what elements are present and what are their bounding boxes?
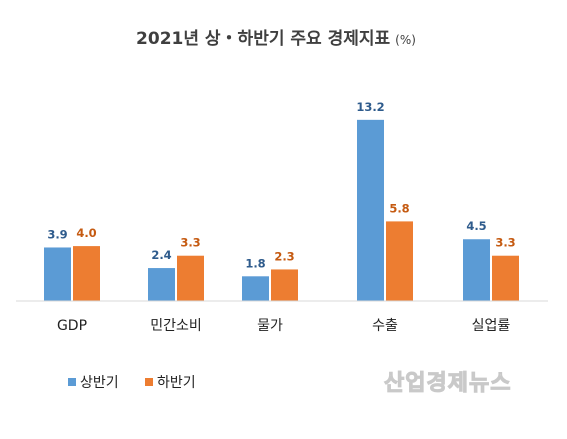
bar-second-half-3	[386, 221, 413, 301]
data-label-first-half-2: 1.8	[245, 256, 265, 270]
category-label-2: 물가	[257, 318, 283, 334]
chart-title: 2021년 상・하반기 주요 경제지표 (%)	[136, 29, 416, 49]
bar-first-half-2	[242, 276, 269, 301]
chart-title-unit: (%)	[395, 33, 416, 47]
category-label-4: 실업률	[472, 318, 511, 334]
bars-group	[44, 119, 519, 302]
data-label-second-half-4: 3.3	[495, 236, 515, 250]
category-label-1: 민간소비	[150, 318, 202, 334]
bar-first-half-1	[148, 268, 175, 301]
legend-swatch-first-half	[68, 378, 76, 386]
bar-first-half-0	[44, 247, 71, 301]
data-label-first-half-4: 4.5	[466, 219, 486, 233]
watermark: 산업경제뉴스	[384, 371, 511, 396]
value-labels-group: 3.9 4.0 2.4 3.3 1.8 2.3 13.2 5.8 4.5 3.3	[47, 100, 515, 270]
category-label-3: 수출	[372, 318, 398, 334]
data-label-second-half-0: 4.0	[76, 226, 96, 240]
bar-first-half-4	[463, 239, 490, 301]
data-label-first-half-0: 3.9	[47, 227, 67, 241]
legend: 상반기 하반기	[68, 375, 196, 391]
legend-label-second-half: 하반기	[157, 375, 196, 391]
bar-second-half-1	[177, 255, 204, 301]
bar-first-half-3	[357, 119, 384, 302]
legend-swatch-second-half	[145, 378, 153, 386]
category-label-0: GDP	[57, 318, 87, 334]
legend-label-first-half: 상반기	[80, 375, 119, 391]
bar-second-half-0	[73, 246, 100, 301]
bar-second-half-2	[271, 269, 298, 301]
category-labels-group: GDP 민간소비 물가 수출 실업률	[57, 318, 510, 334]
data-label-first-half-3: 13.2	[356, 100, 384, 114]
data-label-first-half-1: 2.4	[151, 248, 171, 262]
data-label-second-half-2: 2.3	[274, 249, 294, 263]
data-label-second-half-1: 3.3	[180, 236, 200, 250]
chart-title-main: 2021년 상・하반기 주요 경제지표	[136, 29, 390, 49]
data-label-second-half-3: 5.8	[389, 201, 409, 215]
bar-second-half-4	[492, 255, 519, 301]
